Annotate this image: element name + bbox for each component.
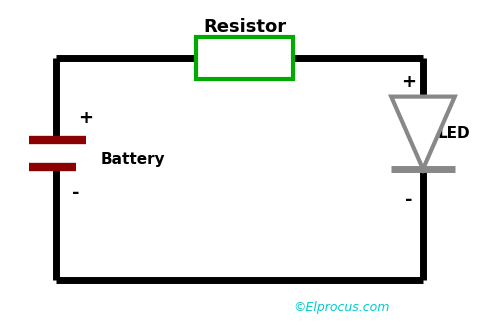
- Text: +: +: [400, 73, 415, 91]
- Bar: [195, 37, 293, 79]
- Text: -: -: [72, 184, 80, 202]
- Text: Resistor: Resistor: [203, 18, 285, 36]
- Polygon shape: [390, 97, 454, 169]
- Text: +: +: [78, 109, 93, 127]
- Text: Battery: Battery: [100, 152, 164, 167]
- Text: -: -: [404, 191, 411, 209]
- Text: LED: LED: [437, 126, 469, 141]
- Text: ©Elprocus.com: ©Elprocus.com: [293, 301, 389, 314]
